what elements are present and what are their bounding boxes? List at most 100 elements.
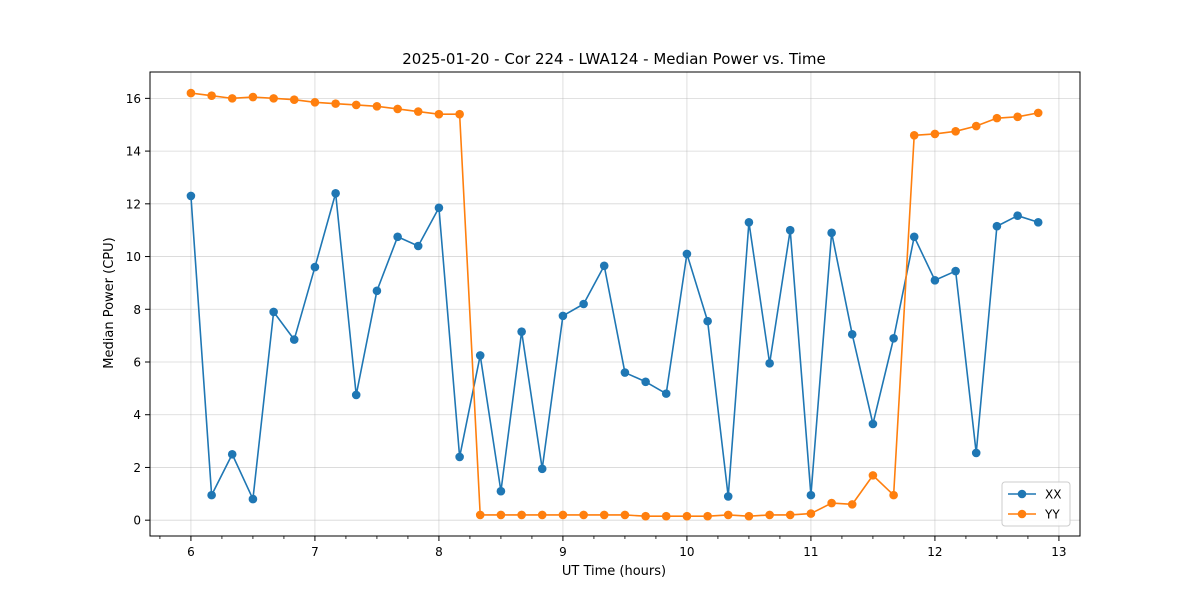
data-point-xx: [992, 221, 1002, 231]
data-point-yy: [723, 510, 733, 520]
x-tick-label: 12: [927, 545, 942, 559]
data-point-xx: [930, 275, 940, 285]
data-point-yy: [971, 121, 981, 131]
data-point-xx: [537, 464, 547, 474]
x-tick-label: 9: [559, 545, 567, 559]
data-point-xx: [496, 486, 506, 496]
y-tick-label: 8: [133, 303, 141, 317]
data-point-xx: [951, 266, 960, 276]
data-point-xx: [434, 203, 444, 213]
data-point-xx: [744, 217, 754, 227]
data-point-xx: [971, 448, 981, 458]
y-tick-label: 14: [126, 145, 141, 159]
data-point-xx: [889, 333, 898, 343]
data-point-xx: [868, 419, 878, 429]
data-point-yy: [558, 510, 568, 520]
data-point-yy: [455, 109, 464, 119]
data-point-xx: [413, 241, 423, 251]
data-point-xx: [765, 359, 774, 368]
data-point-xx: [909, 232, 919, 242]
data-point-yy: [331, 99, 340, 108]
x-tick-label: 6: [187, 545, 195, 559]
axes-frame: [149, 71, 1081, 537]
legend-marker-xx: [1017, 489, 1027, 499]
y-tick-label: 10: [126, 250, 141, 264]
data-point-xx: [207, 490, 216, 500]
data-point-xx: [289, 335, 299, 344]
data-point-yy: [868, 471, 878, 480]
data-point-yy: [351, 100, 361, 110]
data-point-yy: [372, 101, 382, 111]
data-point-xx: [372, 286, 382, 296]
data-point-yy: [806, 509, 816, 518]
axis-ticks: 6 7 8 9 10 11 12 13 0 2 4 6 8 10 12 14 16: [126, 92, 1067, 559]
data-point-yy: [930, 129, 940, 139]
data-point-xx: [269, 307, 278, 317]
data-point-yy: [310, 98, 320, 107]
data-point-xx: [517, 327, 526, 336]
data-point-xx: [806, 490, 816, 500]
data-point-xx: [310, 262, 320, 272]
x-tick-label: 7: [311, 545, 319, 559]
series-line-xx: [190, 192, 1039, 500]
data-point-yy: [909, 130, 919, 140]
data-point-yy: [186, 88, 196, 98]
data-point-xx: [723, 492, 733, 501]
data-point-yy: [496, 510, 506, 520]
data-point-yy: [847, 500, 857, 509]
series-layer: [186, 88, 1043, 521]
data-point-xx: [620, 368, 630, 377]
data-point-xx: [455, 452, 464, 462]
data-point-yy: [248, 92, 258, 102]
data-point-xx: [682, 249, 692, 259]
data-point-yy: [682, 511, 692, 521]
x-axis-label: UT Time (hours): [562, 564, 666, 579]
series-xx: [186, 188, 1043, 504]
data-point-yy: [579, 510, 588, 520]
y-axis-label: Median Power (CPU): [102, 237, 117, 368]
data-point-xx: [1013, 211, 1022, 220]
data-point-yy: [661, 511, 671, 521]
data-point-yy: [785, 510, 795, 520]
data-point-xx: [641, 377, 650, 387]
data-point-yy: [599, 510, 609, 520]
data-point-yy: [537, 510, 547, 520]
y-tick-label: 2: [133, 461, 141, 475]
data-point-yy: [475, 510, 485, 520]
data-point-yy: [765, 510, 774, 520]
data-point-xx: [186, 191, 196, 201]
data-point-xx: [579, 299, 588, 309]
data-point-xx: [661, 389, 671, 398]
data-point-xx: [351, 390, 361, 400]
data-point-yy: [434, 109, 444, 119]
x-tick-label: 10: [679, 545, 694, 559]
y-tick-label: 16: [126, 92, 141, 106]
legend-label-yy: YY: [1044, 508, 1060, 522]
x-tick-label: 13: [1051, 545, 1066, 559]
data-point-yy: [827, 498, 836, 508]
data-point-yy: [207, 91, 216, 101]
data-point-yy: [992, 113, 1002, 123]
data-point-yy: [744, 511, 754, 521]
data-point-yy: [393, 104, 402, 114]
chart-title: 2025-01-20 - Cor 224 - LWA124 - Median P…: [402, 50, 826, 68]
data-point-xx: [827, 228, 836, 238]
y-tick-label: 4: [133, 408, 141, 422]
data-point-yy: [1013, 112, 1022, 122]
legend: XX YY: [1001, 481, 1071, 527]
data-point-yy: [1033, 108, 1043, 118]
data-point-yy: [227, 94, 237, 103]
data-point-xx: [393, 232, 402, 242]
x-tick-label: 8: [435, 545, 443, 559]
data-point-yy: [703, 511, 712, 521]
data-point-yy: [289, 95, 299, 104]
data-point-xx: [558, 311, 568, 321]
data-point-xx: [227, 449, 237, 459]
data-point-xx: [785, 225, 795, 235]
data-point-xx: [331, 188, 340, 198]
legend-label-xx: XX: [1045, 488, 1061, 502]
data-point-xx: [475, 351, 485, 360]
data-point-xx: [248, 494, 258, 504]
